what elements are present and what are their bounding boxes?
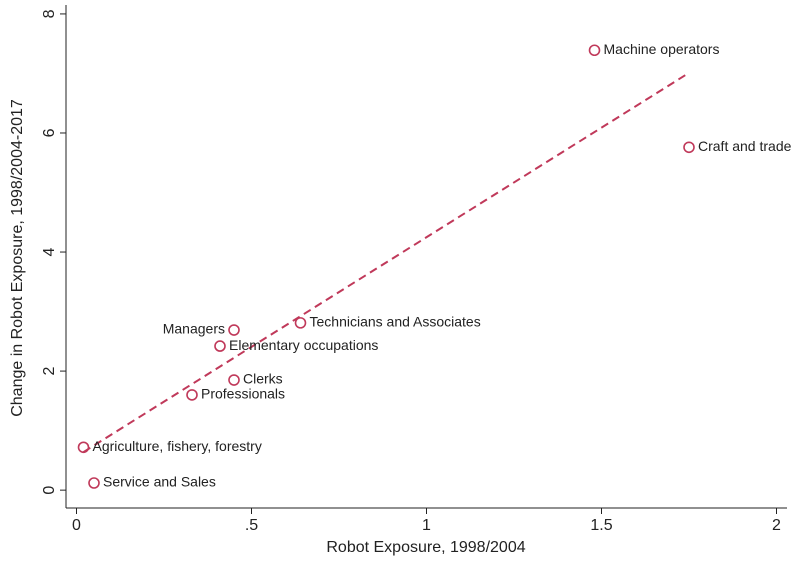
x-tick-label: 1.5 <box>590 517 612 534</box>
point-label: Agriculture, fishery, forestry <box>93 438 262 454</box>
y-axis-title: Change in Robot Exposure, 1998/2004-2017 <box>9 99 26 417</box>
x-tick-label: 0 <box>72 517 81 534</box>
point <box>588 44 601 57</box>
point-label: Managers <box>163 321 225 337</box>
point-label: Technicians and Associates <box>310 314 481 330</box>
point <box>294 317 307 329</box>
point <box>214 340 226 352</box>
point-label: Service and Sales <box>103 474 216 490</box>
point-label: Clerks <box>243 371 283 387</box>
point <box>88 477 100 489</box>
x-tick-label: 2 <box>772 517 781 534</box>
y-tick-label: 6 <box>41 128 58 137</box>
fit-line <box>82 72 690 453</box>
y-tick-label: 0 <box>41 486 58 495</box>
point <box>228 324 240 336</box>
point <box>683 141 695 154</box>
point-label: Machine operators <box>604 41 720 57</box>
y-tick-label: 8 <box>41 9 58 18</box>
point-label: Craft and trade <box>698 138 792 154</box>
point-label: Professionals <box>201 386 285 402</box>
point <box>228 374 240 386</box>
x-tick-label: 1 <box>422 517 431 534</box>
point-label: Elementary occupations <box>229 337 378 353</box>
x-tick-label: .5 <box>245 517 258 534</box>
x-axis-title: Robot Exposure, 1998/2004 <box>326 539 525 556</box>
point <box>186 389 198 401</box>
y-tick-label: 2 <box>41 367 58 376</box>
y-tick-label: 4 <box>41 247 58 256</box>
point <box>77 441 90 454</box>
